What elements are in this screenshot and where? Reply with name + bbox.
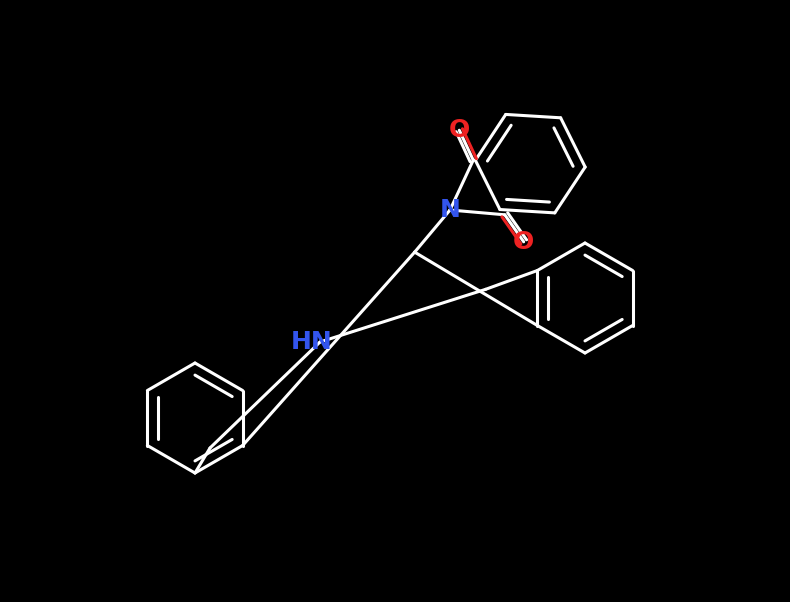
Text: O: O xyxy=(449,118,470,142)
Text: N: N xyxy=(439,198,461,222)
Text: HN: HN xyxy=(292,330,333,354)
Text: O: O xyxy=(513,230,534,254)
